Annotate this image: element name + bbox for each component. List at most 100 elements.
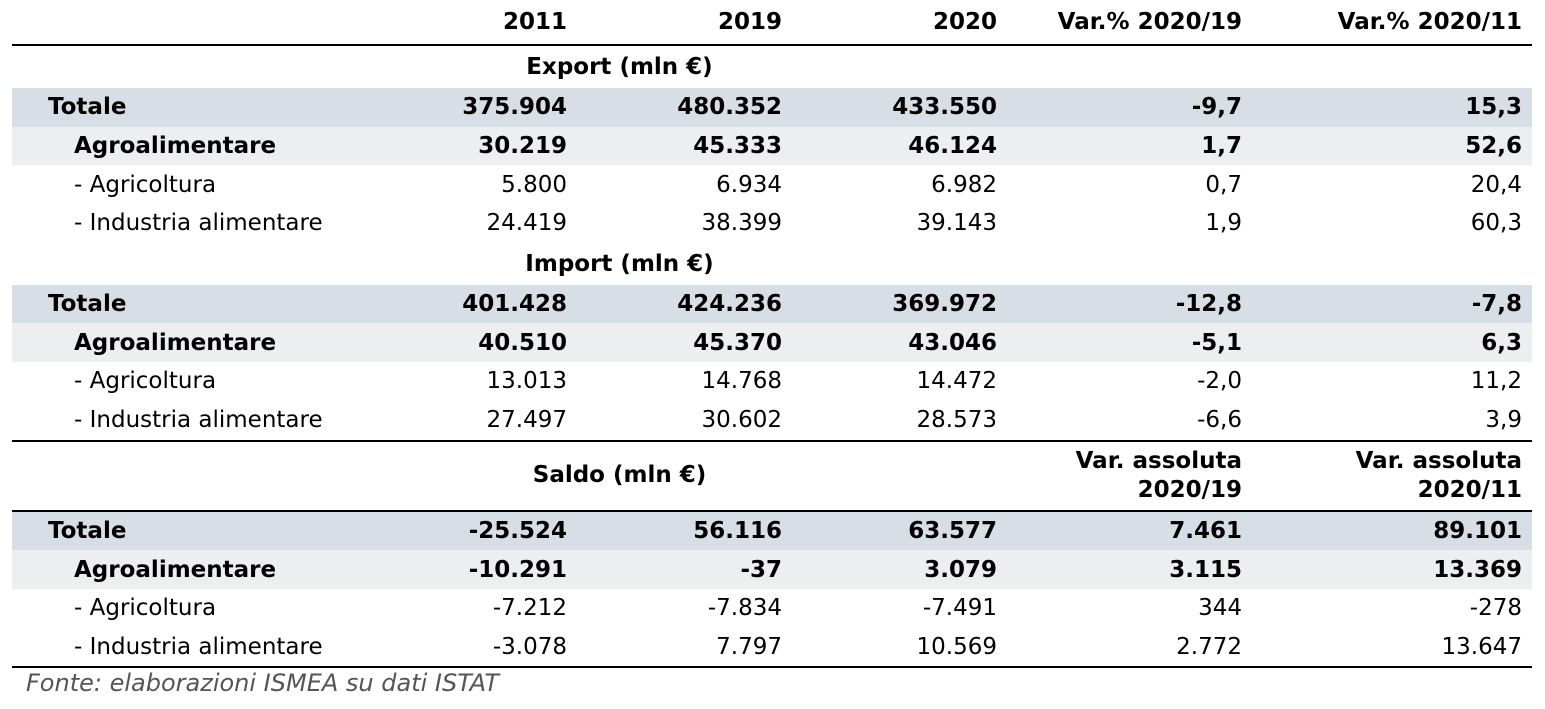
- cell-value: -7.834: [707, 595, 782, 622]
- cell-value: -7.491: [922, 595, 997, 622]
- cell-value: 2.772: [1007, 627, 1252, 669]
- cell-value: 344: [1198, 595, 1242, 622]
- cell-value: 52,6: [1252, 126, 1532, 166]
- row-label: Agroalimentare: [12, 550, 342, 589]
- section-export-title: Export (mln €): [526, 54, 713, 80]
- row-label: - Industria alimentare: [12, 627, 342, 669]
- cell-value: 7.797: [577, 627, 792, 669]
- cell-value: 13.369: [1252, 550, 1532, 589]
- cell-value: 89.101: [1252, 510, 1532, 551]
- cell-value: -2,0: [1197, 368, 1242, 395]
- cell-value: 45.333: [577, 126, 792, 166]
- table-row: Agroalimentare 30.219 45.333 46.124 1,7 …: [12, 126, 1532, 166]
- section-saldo-header: Saldo (mln €) Var. assoluta 2020/19 Var. …: [12, 440, 1532, 512]
- cell-value: 3.079: [792, 550, 1007, 589]
- row-label: - Industria alimentare: [12, 400, 342, 442]
- header-2019: 2019: [577, 0, 792, 46]
- cell-value: 60,3: [1470, 210, 1522, 237]
- cell-value: 14.768: [701, 368, 782, 395]
- cell-value: 46.124: [792, 126, 1007, 166]
- cell-value: -5,1: [1007, 323, 1252, 363]
- cell-value: -3.078: [342, 627, 577, 669]
- cell-value: -25.524: [342, 510, 577, 551]
- cell-value: 11,2: [1470, 368, 1522, 395]
- row-label: Agroalimentare: [12, 126, 342, 166]
- cell-value: -37: [577, 550, 792, 589]
- cell-value: 1,9: [1205, 210, 1242, 237]
- section-export-header: Export (mln €): [12, 45, 1532, 88]
- row-label: - Agricoltura: [74, 368, 217, 395]
- cell-value: 39.143: [916, 210, 997, 237]
- cell-value: 63.577: [792, 510, 1007, 551]
- header-empty-cell: [12, 0, 342, 46]
- row-label: Totale: [12, 284, 342, 324]
- table-row: - Industria alimentare 27.497 30.602 28.…: [12, 400, 1532, 442]
- cell-value: 6.982: [931, 171, 997, 198]
- table-row: - Industria alimentare -3.078 7.797 10.5…: [12, 627, 1532, 669]
- row-label: - Industria alimentare: [74, 210, 323, 237]
- source-note: Fonte: elaborazioni ISMEA su dati ISTAT: [26, 669, 500, 697]
- cell-value: 13.013: [486, 368, 567, 395]
- cell-value: 6.934: [716, 171, 782, 198]
- section-import-title: Import (mln €): [525, 250, 714, 277]
- cell-value: 401.428: [342, 284, 577, 324]
- cell-value: -7.212: [492, 595, 567, 622]
- cell-value: -278: [1469, 595, 1522, 622]
- cell-value: 15,3: [1252, 88, 1532, 127]
- cell-value: 0,7: [1205, 171, 1242, 198]
- row-label: Totale: [12, 88, 342, 127]
- cell-value: 43.046: [792, 323, 1007, 363]
- cell-value: 6,3: [1252, 323, 1532, 363]
- row-label: - Agricoltura: [74, 595, 217, 622]
- cell-value: 28.573: [792, 400, 1007, 442]
- cell-value: 30.219: [342, 126, 577, 166]
- cell-value: 3.115: [1007, 550, 1252, 589]
- trade-table: 2011 2019 2020 Var.% 2020/19 Var.% 2020/…: [12, 0, 1532, 669]
- table-row: Totale 401.428 424.236 369.972 -12,8 -7,…: [12, 284, 1532, 324]
- header-2011: 2011: [342, 0, 577, 46]
- row-label: - Agricoltura: [74, 171, 217, 198]
- cell-value: 24.419: [486, 210, 567, 237]
- table-row: - Industria alimentare 24.419 38.399 39.…: [12, 204, 1532, 243]
- header-2020: 2020: [792, 0, 1007, 46]
- cell-value: 433.550: [792, 88, 1007, 127]
- cell-value: 20,4: [1470, 171, 1522, 198]
- cell-value: 38.399: [701, 210, 782, 237]
- table-row: Agroalimentare -10.291 -37 3.079 3.115 1…: [12, 550, 1532, 589]
- header-var-2020-19: Var.% 2020/19: [1007, 0, 1252, 46]
- cell-value: 27.497: [342, 400, 577, 442]
- cell-value: -10.291: [342, 550, 577, 589]
- table-row: Totale 375.904 480.352 433.550 -9,7 15,3: [12, 88, 1532, 127]
- table-row: - Agricoltura -7.212 -7.834 -7.491 344 -…: [12, 589, 1532, 628]
- cell-value: -12,8: [1007, 284, 1252, 324]
- cell-value: 30.602: [577, 400, 792, 442]
- cell-value: 7.461: [1007, 510, 1252, 551]
- cell-value: 3,9: [1252, 400, 1532, 442]
- section-import-header: Import (mln €): [12, 243, 1532, 285]
- cell-value: 375.904: [342, 88, 577, 127]
- section-saldo-title: Saldo (mln €): [12, 440, 1007, 512]
- cell-value: 1,7: [1007, 126, 1252, 166]
- table-row: Agroalimentare 40.510 45.370 43.046 -5,1…: [12, 323, 1532, 363]
- header-var-abs-2020-11: Var. assoluta 2020/11: [1252, 440, 1532, 512]
- cell-value: 424.236: [577, 284, 792, 324]
- cell-value: -7,8: [1252, 284, 1532, 324]
- cell-value: 14.472: [916, 368, 997, 395]
- cell-value: 40.510: [342, 323, 577, 363]
- cell-value: 480.352: [577, 88, 792, 127]
- header-var-2020-11: Var.% 2020/11: [1252, 0, 1532, 46]
- cell-value: 5.800: [501, 171, 567, 198]
- header-var-abs-2020-19: Var. assoluta 2020/19: [1007, 440, 1252, 512]
- table-row: - Agricoltura 13.013 14.768 14.472 -2,0 …: [12, 362, 1532, 401]
- cell-value: -9,7: [1007, 88, 1252, 127]
- cell-value: -6,6: [1007, 400, 1252, 442]
- cell-value: 10.569: [792, 627, 1007, 669]
- table-row: Totale -25.524 56.116 63.577 7.461 89.10…: [12, 510, 1532, 551]
- cell-value: 56.116: [577, 510, 792, 551]
- cell-value: 369.972: [792, 284, 1007, 324]
- cell-value: 45.370: [577, 323, 792, 363]
- row-label: Agroalimentare: [12, 323, 342, 363]
- column-header-row: 2011 2019 2020 Var.% 2020/19 Var.% 2020/…: [12, 0, 1532, 46]
- table-row: - Agricoltura 5.800 6.934 6.982 0,7 20,4: [12, 165, 1532, 204]
